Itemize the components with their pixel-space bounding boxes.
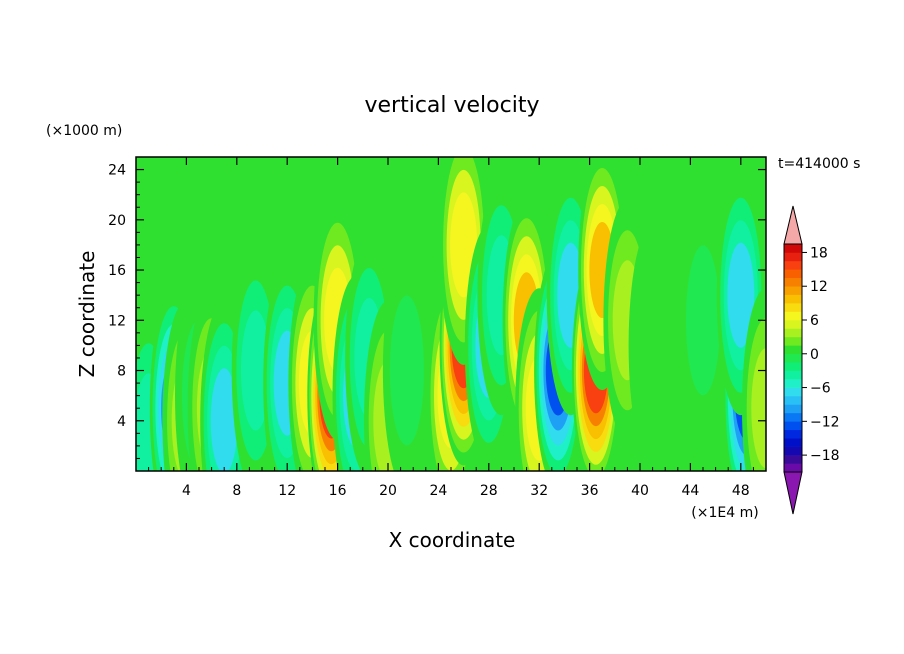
y-tick-label: 20 [108, 213, 126, 229]
x-tick-label: 24 [429, 483, 447, 499]
y-tick-label: 16 [108, 263, 126, 279]
x-tick-label: 20 [379, 483, 397, 499]
x-tick-label: 8 [232, 483, 241, 499]
y-unit-label: (×1000 m) [46, 123, 122, 139]
colorbar-swatch [784, 455, 802, 464]
y-tick-label: 4 [117, 414, 126, 430]
x-tick-label: 40 [631, 483, 649, 499]
colorbar-swatch [784, 370, 802, 380]
colorbar-swatch [784, 311, 802, 321]
field-cell-31 [751, 348, 766, 469]
colorbar-frame [783, 243, 803, 473]
colorbar-swatch [784, 362, 802, 371]
y-tick-label: 8 [117, 364, 126, 380]
x-axis-title: X coordinate [389, 528, 516, 552]
x-tick-label: 32 [530, 483, 548, 499]
x-tick-label: 4 [182, 483, 191, 499]
x-tick-label: 16 [329, 483, 347, 499]
x-tick-label: 36 [581, 483, 599, 499]
field-cell-14 [389, 295, 424, 446]
x-axis: 4 8 12 16 20 24 28 32 36 40 44 48 [148, 157, 754, 499]
colorbar-swatch [784, 252, 802, 262]
colorbar-swatch [784, 277, 802, 287]
field-cell-28 [686, 245, 720, 396]
colorbar-swatch [784, 336, 802, 346]
colorbar-swatch [784, 320, 802, 329]
colorbar-swatch [784, 429, 802, 439]
colorbar-swatch [784, 328, 802, 338]
x-unit-label: (×1E4 m) [691, 505, 758, 521]
colorbar: 18 12 6 0 −6 −12 −18 [783, 205, 840, 515]
colorbar-swatch [784, 446, 802, 456]
colorbar-tick-label: −12 [810, 414, 840, 430]
y-axis: 4 8 12 16 20 24 [108, 163, 766, 459]
colorbar-tick-label: 6 [810, 313, 819, 329]
colorbar-swatch [784, 404, 802, 414]
x-tick-label: 48 [732, 483, 750, 499]
colorbar-tick-label: 0 [810, 347, 819, 363]
colorbar-under-arrow [783, 471, 803, 515]
field-cell-6 [241, 310, 271, 431]
x-tick-label: 44 [681, 483, 699, 499]
y-axis-title: Z coordinate [75, 251, 99, 378]
y-tick-label: 12 [108, 313, 126, 329]
colorbar-swatch [784, 396, 802, 405]
colorbar-swatch [784, 353, 802, 363]
colorbar-swatch [784, 269, 802, 279]
colorbar-swatch [784, 244, 802, 253]
y-tick-label: 24 [108, 163, 126, 179]
colorbar-tick-label: −18 [810, 448, 840, 464]
chart-title: vertical velocity [364, 93, 539, 118]
colorbar-swatch [784, 286, 802, 295]
colorbar-swatch [784, 463, 802, 473]
colorbar-tick-label: 18 [810, 245, 828, 261]
colorbar-over-arrow [783, 205, 803, 245]
colorbar-swatch [784, 387, 802, 397]
field-cell-27 [635, 270, 670, 421]
colorbar-swatch [784, 303, 802, 312]
colorbar-swatch [784, 294, 802, 304]
colorbar-swatch [784, 421, 802, 431]
colorbar-tick-label: 12 [810, 279, 828, 295]
colorbar-swatch [784, 260, 802, 270]
colorbar-swatch [784, 379, 802, 388]
colorbar-swatch [784, 438, 802, 447]
colorbar-swatch [784, 412, 802, 422]
field-cell-5 [210, 368, 238, 471]
colorbar-swatch [784, 345, 802, 355]
field-cell-30 [727, 242, 755, 348]
colorbar-tick-label: −6 [810, 381, 831, 397]
contour-field [136, 157, 766, 471]
x-tick-label: 12 [278, 483, 296, 499]
x-tick-label: 28 [480, 483, 498, 499]
time-label: t=414000 s [778, 156, 860, 172]
